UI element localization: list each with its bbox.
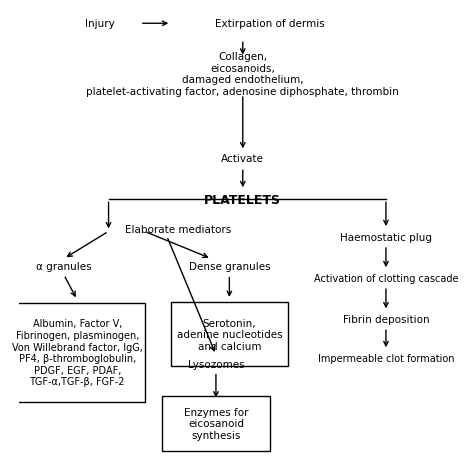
- Text: α granules: α granules: [36, 262, 91, 272]
- Text: Albumin, Factor V,
Fibrinogen, plasminogen,
Von Willebrand factor, IgG,
PF4, β-t: Albumin, Factor V, Fibrinogen, plasminog…: [12, 319, 143, 386]
- Text: Activation of clotting cascade: Activation of clotting cascade: [314, 273, 458, 283]
- Text: PLATELETS: PLATELETS: [204, 193, 281, 207]
- FancyBboxPatch shape: [9, 304, 146, 402]
- Text: Haemostatic plug: Haemostatic plug: [340, 232, 432, 242]
- Text: Fibrin deposition: Fibrin deposition: [343, 314, 429, 325]
- Text: Collagen,
eicosanoids,
damaged endothelium,
platelet-activating factor, adenosin: Collagen, eicosanoids, damaged endotheli…: [86, 52, 399, 97]
- Text: Serotonin,
adenine nucleotides
and calcium: Serotonin, adenine nucleotides and calci…: [176, 318, 282, 351]
- Text: Injury: Injury: [85, 19, 115, 29]
- Text: Dense granules: Dense granules: [189, 262, 270, 272]
- FancyBboxPatch shape: [171, 302, 288, 366]
- Text: Enzymes for
eicosanoid
synthesis: Enzymes for eicosanoid synthesis: [184, 407, 248, 440]
- FancyBboxPatch shape: [162, 396, 270, 451]
- Text: Elaborate mediators: Elaborate mediators: [125, 224, 231, 235]
- Text: Activate: Activate: [221, 154, 264, 164]
- Text: Extirpation of dermis: Extirpation of dermis: [215, 19, 325, 29]
- Text: Lysozomes: Lysozomes: [188, 359, 244, 369]
- Text: Impermeable clot formation: Impermeable clot formation: [318, 353, 454, 363]
